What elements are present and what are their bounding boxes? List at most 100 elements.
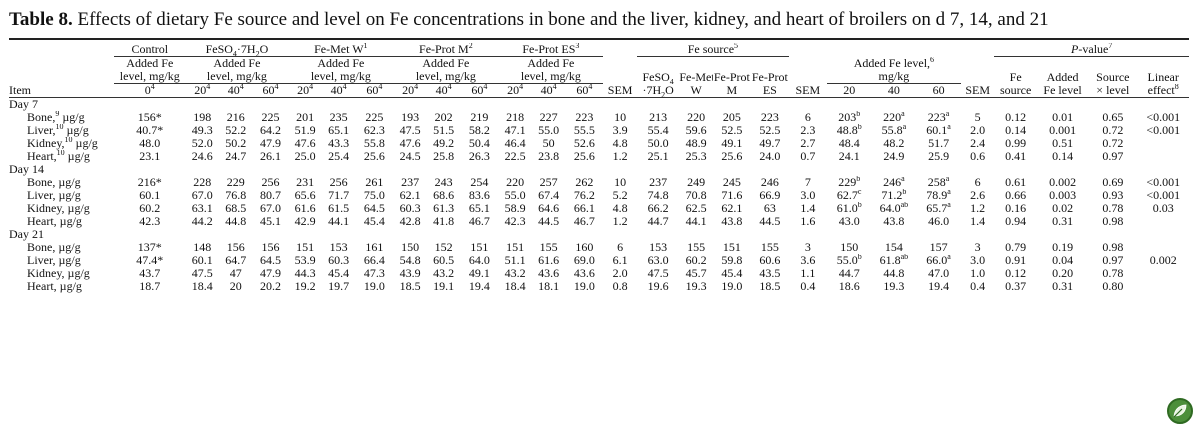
table-cell: 0.4 bbox=[800, 280, 816, 293]
table-cell: 44.8 bbox=[225, 215, 247, 228]
table-cell: 43.8 bbox=[883, 215, 905, 228]
table-cell: 25.6 bbox=[363, 150, 385, 163]
hdr-level-unit: level, mg/kg bbox=[114, 70, 186, 84]
table-cell: 65.1 bbox=[468, 202, 490, 215]
table-cell: 19.2 bbox=[294, 280, 316, 293]
hdr-7h2o: ·7H2O bbox=[636, 83, 680, 98]
table-cell: 76.8 bbox=[225, 189, 247, 202]
table-cell: 0.66 bbox=[1005, 189, 1027, 202]
table-cell: 22.5 bbox=[504, 150, 526, 163]
table-cell: 223 bbox=[575, 111, 594, 124]
table-cell: 60.3 bbox=[399, 202, 421, 215]
table-cell: 216* bbox=[137, 176, 162, 189]
table-cell bbox=[1137, 267, 1189, 280]
table-cell: 153 bbox=[329, 241, 348, 254]
table-row: Kidney, µg/g 60.2 63.1 68.5 67.0 61.6 61.5 64.5… bbox=[9, 202, 1189, 215]
hdr-w: W bbox=[679, 83, 713, 98]
table-cell: 45.1 bbox=[259, 215, 281, 228]
table-cell: 220 bbox=[506, 176, 525, 189]
table-cell: 0.61 bbox=[1005, 176, 1027, 189]
table-cell: 0.41 bbox=[1005, 150, 1027, 163]
table-cell: 43.7 bbox=[139, 267, 161, 280]
table-cell: 225 bbox=[261, 111, 280, 124]
row-label: Bone, µg/g bbox=[27, 176, 81, 189]
table-cell: 55.0b bbox=[836, 254, 862, 267]
table-cell: 0.72 bbox=[1102, 137, 1124, 150]
table-cell: 47.0 bbox=[928, 267, 950, 280]
table-row: Liver,10 µg/g 40.7* 49.3 52.2 64.2 51.9 65.1 62… bbox=[9, 124, 1189, 137]
table-cell: 213 bbox=[649, 111, 668, 124]
col-control: Control bbox=[114, 43, 186, 57]
table-cell: 24.1 bbox=[838, 150, 860, 163]
table-cell: 63 bbox=[763, 202, 776, 215]
table-cell: 0.72 bbox=[1102, 124, 1124, 137]
table-cell: 78.9a bbox=[926, 189, 951, 202]
table-cell: 60.1a bbox=[926, 124, 951, 137]
table-cell: 0.19 bbox=[1052, 241, 1074, 254]
row-label: Liver, µg/g bbox=[27, 189, 81, 202]
hdr-source: Source bbox=[1096, 70, 1130, 84]
hdr-level-unit: level, mg/kg bbox=[185, 70, 289, 84]
table-caption: Effects of dietary Fe source and level o… bbox=[72, 9, 1049, 30]
table-cell: 220a bbox=[883, 111, 905, 124]
table-cell: 44.5 bbox=[759, 215, 781, 228]
section-label: Day 7 bbox=[9, 97, 38, 111]
table-cell: 60.3 bbox=[328, 254, 350, 267]
table-cell: 71.6 bbox=[721, 189, 743, 202]
header-row-3: level, mg/kg level, mg/kg level, mg/kg l… bbox=[9, 70, 1189, 84]
table-cell: 24.7 bbox=[225, 150, 247, 163]
table-cell: 51.9 bbox=[294, 124, 316, 137]
table-cell: 80.7 bbox=[259, 189, 281, 202]
hdr-sem: SEM bbox=[603, 83, 637, 98]
top-rule bbox=[9, 38, 1189, 40]
table-cell: 51.5 bbox=[433, 124, 455, 137]
table-cell: 150 bbox=[840, 241, 859, 254]
table-cell: 18.5 bbox=[399, 280, 421, 293]
hdr-mgkg: mg/kg bbox=[826, 70, 961, 84]
row-label: Kidney, µg/g bbox=[27, 202, 90, 215]
table-cell: 151 bbox=[506, 241, 525, 254]
hdr-linear: Linear bbox=[1147, 70, 1179, 84]
table-body: Day 7 Bone,9 µg/g 156* 198 216 225 201 235 225 19… bbox=[9, 98, 1189, 294]
table-cell: 4.8 bbox=[612, 137, 628, 150]
table-cell: 48.8b bbox=[836, 124, 862, 137]
table-cell: 0.002 bbox=[1049, 176, 1077, 189]
table-cell: <0.001 bbox=[1146, 189, 1181, 202]
table-cell: 4.8 bbox=[612, 202, 628, 215]
table-cell: 46.7 bbox=[573, 215, 595, 228]
table-row: Kidney,10 µg/g 48.0 52.0 50.2 47.9 47.6 43.3 55… bbox=[9, 137, 1189, 150]
row-label: Bone,9 µg/g bbox=[27, 111, 85, 124]
col-fe-source: Fe source5 bbox=[636, 43, 789, 57]
table-row: Heart,10 µg/g 23.1 24.6 24.7 26.1 25.0 25.4 25.… bbox=[9, 150, 1189, 163]
table-cell: 52.5 bbox=[721, 124, 743, 137]
table-cell: 202 bbox=[434, 111, 453, 124]
table-cell: 157 bbox=[929, 241, 948, 254]
table-cell: 66.4 bbox=[363, 254, 385, 267]
table-cell: 26.1 bbox=[259, 150, 281, 163]
table-cell: 10 bbox=[614, 176, 627, 189]
table-cell: 19.3 bbox=[883, 280, 905, 293]
table-cell bbox=[1137, 137, 1189, 150]
table-cell: 156 bbox=[226, 241, 245, 254]
table-cell: 44.7 bbox=[647, 215, 669, 228]
table-cell: 155 bbox=[760, 241, 779, 254]
header-row-2: Added Fe Added Fe Added Fe Added Fe Adde… bbox=[9, 57, 1189, 71]
table-cell: 3 bbox=[804, 241, 811, 254]
table-cell: 254 bbox=[470, 176, 489, 189]
table-cell: 67.0 bbox=[191, 189, 213, 202]
table-cell: 0.16 bbox=[1005, 202, 1027, 215]
table-cell: 42.8 bbox=[399, 215, 421, 228]
table-cell: 223 bbox=[760, 111, 779, 124]
table-cell: 44.2 bbox=[191, 215, 213, 228]
table-cell: 0.78 bbox=[1102, 267, 1124, 280]
table-cell: 47.5 bbox=[647, 267, 669, 280]
table-cell: 52.6 bbox=[573, 137, 595, 150]
table-cell: 0.14 bbox=[1005, 124, 1027, 137]
table-cell: 257 bbox=[539, 176, 558, 189]
table-cell: 49.7 bbox=[759, 137, 781, 150]
table-row: Kidney, µg/g 43.7 47.5 47 47.9 44.3 45.4 47.3 43… bbox=[9, 267, 1189, 280]
col-feprot-es: Fe-Prot ES3 bbox=[498, 43, 604, 57]
table-cell: 19.3 bbox=[685, 280, 707, 293]
table-cell: 0.01 bbox=[1052, 111, 1074, 124]
table-cell: 6 bbox=[617, 241, 624, 254]
